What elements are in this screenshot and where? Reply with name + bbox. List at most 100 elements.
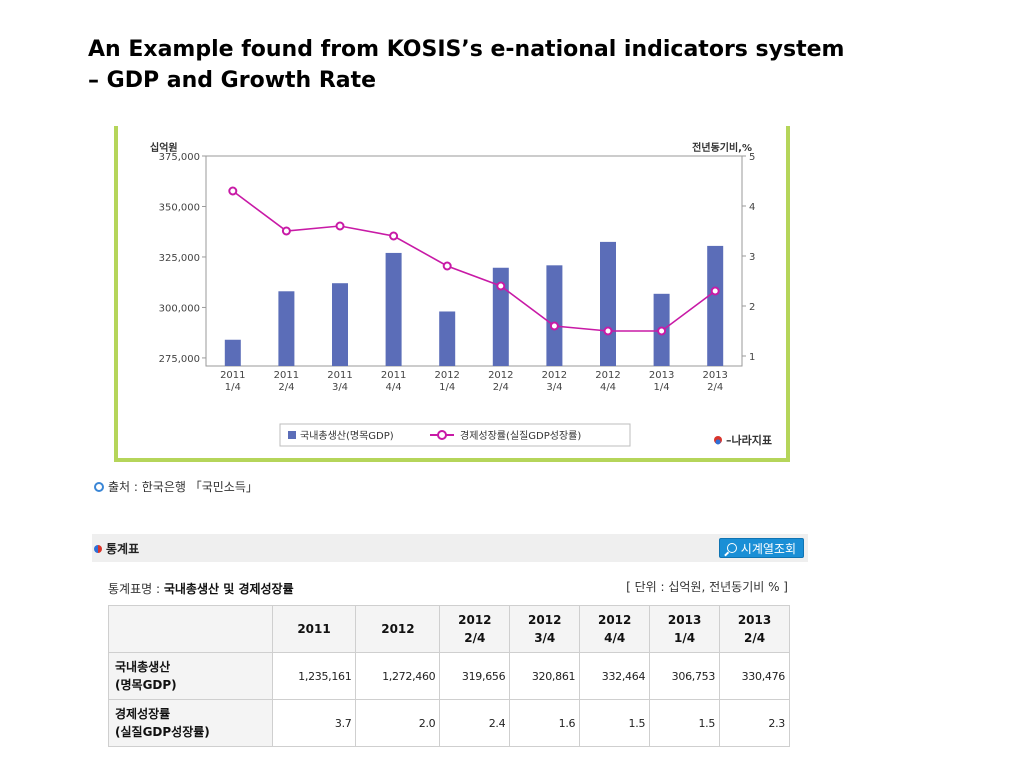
bar	[385, 252, 402, 366]
bar	[439, 311, 456, 366]
table-cell: 1,235,161	[271, 652, 357, 700]
table-name: 통계표명 : 국내총생산 및 경제성장률	[108, 580, 294, 597]
bar	[600, 241, 616, 366]
x-tick-label-year: 2012	[488, 370, 513, 381]
table-cell: 1,272,460	[355, 652, 441, 700]
line-point	[710, 286, 720, 296]
stats-table: 2011 2012 2012 2/4 2012 3/4 2012 4/4 2013 1/…	[108, 605, 790, 747]
x-tick-label-year: 2012	[542, 370, 567, 381]
column-header: 2012 3/4	[509, 605, 581, 653]
slide-title: An Example found from KOSIS’s e-national…	[88, 34, 968, 96]
x-tick-label-quarter: 3/4	[332, 382, 348, 393]
table-cell: 3.7	[271, 699, 357, 747]
table-corner-cell	[108, 605, 273, 653]
source-line: 출처 : 한국은행 「국민소득」	[94, 478, 258, 495]
legend-line-marker	[437, 430, 447, 440]
x-tick-label-quarter: 2/4	[278, 382, 294, 393]
gdp-growth-chart: 십억원 전년동기비,% 375,000 350,000 325,000 300,000 27…	[150, 141, 772, 447]
table-cell: 1.6	[509, 699, 581, 747]
right-tick-label: 2	[749, 302, 755, 313]
table-cell: 330,476	[719, 652, 790, 700]
table-cell: 320,861	[509, 652, 581, 700]
x-tick-label-quarter: 4/4	[386, 382, 402, 393]
x-tick-label-quarter: 1/4	[439, 382, 455, 393]
x-tick-label-year: 2011	[381, 370, 406, 381]
table-header-row: 2011 2012 2012 2/4 2012 3/4 2012 4/4 2013 1/…	[108, 605, 790, 653]
x-tick-label-year: 2011	[327, 370, 352, 381]
row-header: 경제성장률 (실질GDP성장률)	[108, 699, 273, 747]
right-tick-label: 1	[749, 352, 755, 363]
chart-frame: 십억원 전년동기비,% 375,000 350,000 325,000 300,000 27…	[114, 126, 790, 462]
column-header: 2013 2/4	[719, 605, 790, 653]
table-cell: 2.0	[355, 699, 441, 747]
table-cell: 1.5	[649, 699, 721, 747]
legend-bar-swatch	[288, 431, 296, 439]
table-cell: 306,753	[649, 652, 721, 700]
stats-label-text: 통계표	[106, 542, 140, 556]
table-row: 경제성장률 (실질GDP성장률) 3.7 2.0 2.4 1.6 1.5 1.5 …	[108, 699, 790, 747]
source-text: 출처 : 한국은행 「국민소득」	[108, 480, 258, 494]
bar	[224, 339, 241, 366]
left-tick-label: 275,000	[159, 354, 200, 365]
x-tick-label-quarter: 2/4	[707, 382, 723, 393]
x-tick-label-quarter: 1/4	[654, 382, 670, 393]
brand-logo-icon-inner	[715, 439, 721, 445]
left-tick-label: 350,000	[159, 202, 200, 213]
circle-bullet-icon	[94, 481, 104, 492]
line-point	[603, 326, 613, 336]
time-series-button-label: 시계열조회	[740, 541, 796, 556]
bar	[546, 265, 563, 366]
x-tick-label-year: 2012	[434, 370, 459, 381]
legend-box	[279, 423, 631, 447]
left-tick-label: 300,000	[159, 303, 200, 314]
x-tick-label-quarter: 3/4	[546, 382, 562, 393]
bar	[332, 283, 348, 366]
bar	[492, 267, 509, 366]
x-tick-label-year: 2011	[274, 370, 299, 381]
line-point	[228, 186, 238, 196]
unit-note: [ 단위 : 십억원, 전년동기비 % ]	[626, 580, 788, 594]
growth-rate-line	[232, 190, 716, 332]
title-line-1: An Example found from KOSIS’s e-national…	[88, 37, 845, 62]
circle-logo-icon	[94, 544, 102, 553]
table-cell: 1.5	[579, 699, 651, 747]
right-tick-label: 3	[749, 252, 755, 263]
column-header: 2012	[355, 605, 441, 653]
stats-label: 통계표	[94, 540, 139, 557]
x-tick-label-quarter: 2/4	[493, 382, 509, 393]
bar	[278, 291, 295, 366]
line-point	[389, 231, 399, 241]
line-point	[657, 326, 667, 336]
legend-bar-label: 국내총생산(명목GDP)	[300, 430, 394, 442]
stats-header-bar: 통계표 시계열조회	[92, 534, 808, 562]
left-axis-unit: 십억원	[150, 141, 178, 154]
right-axis-unit: 전년동기비,%	[692, 141, 752, 154]
line-point	[442, 261, 452, 271]
column-header: 2012 4/4	[579, 605, 651, 653]
brand-label: –나라지표	[726, 433, 772, 447]
right-tick-label: 5	[749, 152, 755, 163]
table-name-text: 국내총생산 및 경제성장률	[163, 582, 294, 596]
left-tick-label: 375,000	[159, 152, 200, 163]
table-cell: 319,656	[439, 652, 511, 700]
table-name-prefix: 통계표명 :	[108, 582, 164, 596]
line-point	[335, 221, 345, 231]
line-point	[496, 281, 506, 291]
right-tick-label: 4	[749, 202, 755, 213]
time-series-button[interactable]: 시계열조회	[718, 538, 804, 558]
bar	[707, 245, 724, 366]
x-tick-label-year: 2013	[702, 370, 727, 381]
title-line-2: – GDP and Growth Rate	[88, 68, 377, 93]
row-header: 국내총생산 (명목GDP)	[108, 652, 273, 700]
line-point	[549, 321, 559, 331]
legend-line-label: 경제성장률(실질GDP성장률)	[460, 429, 581, 442]
table-cell: 2.4	[439, 699, 511, 747]
x-tick-label-year: 2012	[595, 370, 620, 381]
table-row: 국내총생산 (명목GDP) 1,235,161 1,272,460 319,656…	[108, 652, 790, 700]
x-tick-label-quarter: 1/4	[225, 382, 241, 393]
column-header: 2011	[271, 605, 357, 653]
column-header: 2012 2/4	[439, 605, 511, 653]
x-tick-label-year: 2013	[649, 370, 674, 381]
table-cell: 332,464	[579, 652, 651, 700]
line-point	[281, 226, 291, 236]
